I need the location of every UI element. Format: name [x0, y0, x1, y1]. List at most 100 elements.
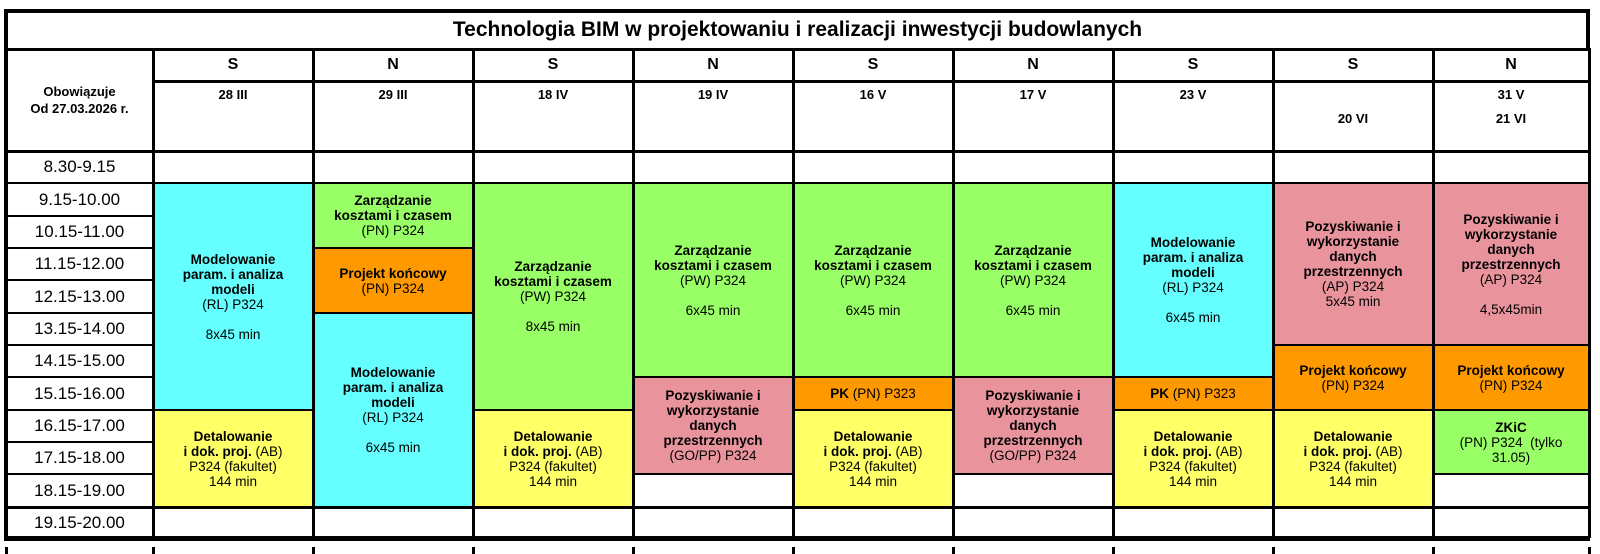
course-text: (PN) P324 [1321, 377, 1385, 393]
course-block-line: kosztami i czasem [814, 258, 932, 273]
course-text: 6x45 min [845, 302, 901, 318]
course-text: (PW) P324 [999, 272, 1067, 288]
course-text-bold: wykorzystanie [666, 403, 760, 418]
date-cell-9: 31 V 21 VI [1432, 80, 1590, 152]
date-line2: 20 VI [1337, 111, 1369, 126]
course-text: (AP) P324 [1479, 271, 1543, 287]
course-text-bold: danych [1009, 418, 1057, 433]
course-block-line: Projekt końcowy [1299, 363, 1406, 378]
course-text: (PN) P324 [1479, 377, 1543, 393]
course-block-line: Zarządzanie [514, 259, 591, 274]
course-block-c4-r8: Pozyskiwanie i wykorzystanie danych przestr… [632, 376, 794, 475]
course-text-bold: ZKiC [1495, 419, 1527, 435]
course-block-line: (RL) P324 [1162, 280, 1224, 295]
course-text-bold: Pozyskiwanie i [1463, 211, 1559, 227]
course-block-line: Pozyskiwanie i [985, 388, 1080, 403]
course-block-c1-r9: Detalowanie i dok. proj. (AB) P324 (fakult… [152, 409, 314, 508]
course-text-bold: i dok. proj. [503, 443, 572, 459]
date-line1: 19 IV [697, 87, 729, 102]
empty-slot-cell [152, 150, 314, 184]
course-text: (GO/PP) P324 [989, 448, 1077, 463]
course-text: 6x45 min [685, 302, 741, 318]
time-slot-cell-8: 15.15-16.00 [5, 376, 154, 411]
effective-date-line1: Obowiązuje [43, 84, 116, 99]
course-text-bold: modeli [1171, 265, 1215, 280]
day-row-underline [152, 80, 1590, 83]
course-block-line: 144 min [1169, 474, 1217, 489]
date-cell-8: 20 VI [1272, 80, 1434, 152]
date-cell-2: 29 III [312, 80, 474, 152]
course-text: P324 (fakultet) [1149, 458, 1237, 474]
course-block-line: Zarządzanie [674, 243, 751, 258]
course-text-bold: danych [1487, 241, 1535, 257]
course-text: 31.05) [1491, 449, 1531, 465]
empty-slot-cell [312, 506, 474, 540]
date-cell-4: 19 IV [632, 80, 794, 152]
course-text: (PN) P323 [1168, 386, 1236, 401]
course-block-line: Pozyskiwanie i [1305, 219, 1400, 234]
time-slot-cell-3: 10.15-11.00 [5, 215, 154, 249]
course-text-bold: modeli [211, 281, 255, 297]
empty-slot-cell [632, 150, 794, 184]
course-text-bold: przestrzennych [663, 433, 763, 448]
course-text-bold: Modelowanie [1150, 235, 1236, 250]
cutoff-row-border-stub [792, 547, 795, 554]
cutoff-row-border-stub [152, 547, 155, 554]
day-letter-cell-2: N [312, 48, 474, 82]
course-block-c7-r2: Modelowanie param. i analiza modeli (RL) P3… [1112, 182, 1274, 378]
column-border [632, 48, 635, 538]
course-text-bold: i dok. proj. [1303, 443, 1372, 459]
course-block-line: przestrzennych [1461, 257, 1560, 272]
course-text-bold: Detalowanie [833, 428, 913, 444]
course-text-bold: przestrzennych [1303, 264, 1403, 279]
course-block-c6-r2: Zarządzanie kosztami i czasem (PW) P324 6x… [952, 182, 1114, 378]
course-block-line: danych [1009, 418, 1056, 433]
course-text: P324 (fakultet) [509, 458, 597, 474]
course-text-bold: przestrzennych [1461, 256, 1561, 272]
course-block-line: i dok. proj. (AB) [1303, 444, 1402, 459]
course-block-line: (PN) P324 [1321, 378, 1384, 393]
course-text-bold: i dok. proj. [823, 443, 892, 459]
course-block-line: 6x45 min [686, 303, 741, 318]
course-block-line: P324 (fakultet) [189, 459, 277, 474]
course-block-line: przestrzennych [663, 433, 762, 448]
course-block-line: param. i analiza [343, 380, 444, 395]
course-text: P324 (fakultet) [1309, 458, 1397, 474]
course-block-c5-r8: PK (PN) P323 [792, 376, 954, 411]
course-block-line: (AP) P324 [1480, 272, 1542, 287]
course-text-bold: Detalowanie [193, 428, 273, 444]
course-text: (RL) P324 [362, 410, 424, 425]
course-block-line: i dok. proj. (AB) [1143, 444, 1242, 459]
course-text-bold: Zarządzanie [834, 242, 912, 258]
date-row-underline [5, 150, 1590, 153]
cutoff-row-border-stub [312, 547, 315, 554]
course-text: (PW) P324 [519, 289, 587, 304]
empty-slot-cell [1432, 473, 1590, 508]
time-slot-cell-7: 14.15-15.00 [5, 344, 154, 378]
course-block-line: 144 min [1329, 474, 1377, 489]
course-block-line: wykorzystanie [1307, 234, 1399, 249]
course-text: 6x45 min [1005, 302, 1061, 318]
course-text: (RL) P324 [1162, 280, 1224, 295]
course-block-line: Zarządzanie [834, 243, 911, 258]
course-block-c6-r8: Pozyskiwanie i wykorzystanie danych przestr… [952, 376, 1114, 475]
date-cell-1: 28 III [152, 80, 314, 152]
course-block-c3-r2: Zarządzanie kosztami i czasem (PW) P324 8x… [472, 182, 634, 411]
course-block-line [1031, 288, 1035, 303]
course-block-line: Zarządzanie [354, 193, 431, 208]
course-text: P324 (fakultet) [829, 458, 917, 474]
course-block-line: (PN) P324 [361, 223, 424, 238]
course-block-line: 144 min [849, 474, 897, 489]
course-block-line: wykorzystanie [1465, 227, 1557, 242]
empty-slot-cell [952, 473, 1114, 508]
time-slot-cell-2: 9.15-10.00 [5, 182, 154, 217]
course-text: (RL) P324 [202, 296, 264, 312]
course-text-bold: param. i analiza [182, 266, 284, 282]
time-slot-cell-11: 18.15-19.00 [5, 473, 154, 508]
day-letter-cell-5: S [792, 48, 954, 82]
course-text-bold: kosztami i czasem [494, 274, 612, 289]
course-block-line: (PW) P324 [1000, 273, 1066, 288]
course-text-bold: Pozyskiwanie i [1305, 219, 1401, 234]
course-text-bold: i dok. proj. [1143, 443, 1212, 459]
column-border [1588, 48, 1591, 538]
